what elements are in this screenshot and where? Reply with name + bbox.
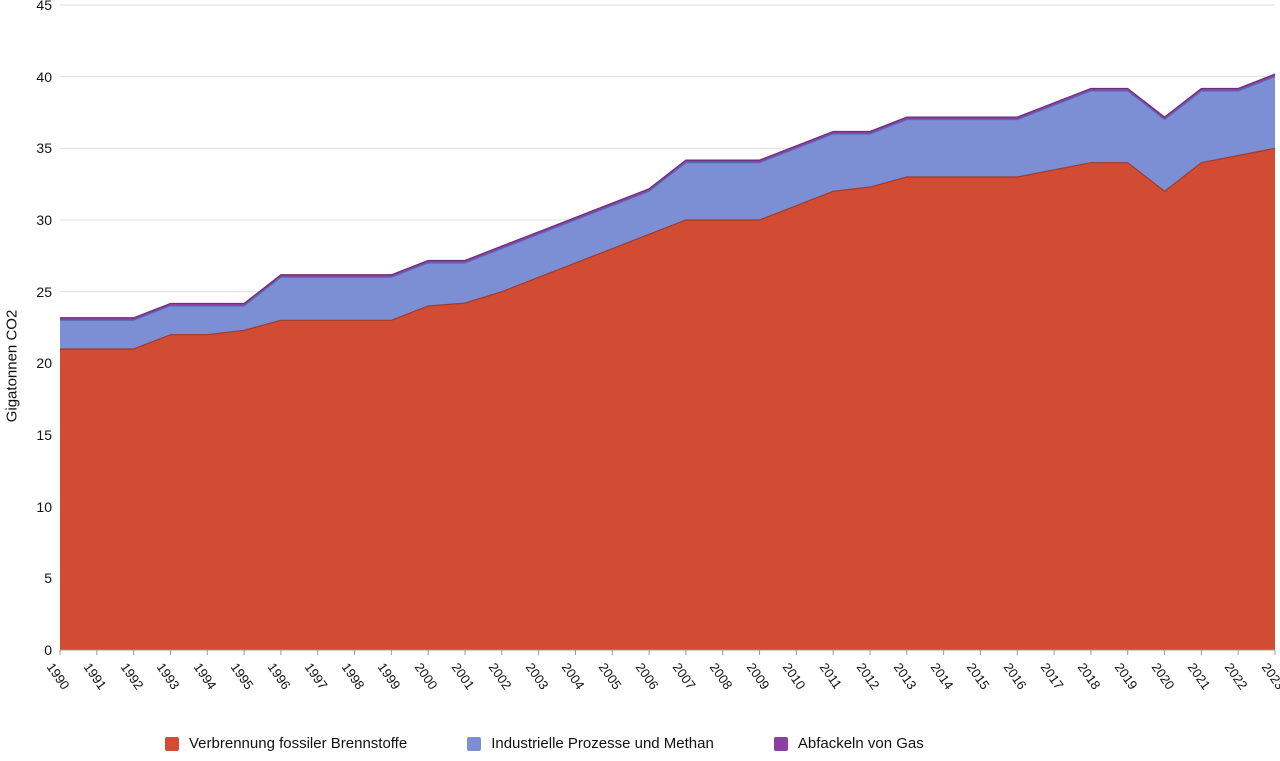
y-tick-label: 35 [36, 140, 52, 156]
y-tick-label: 40 [36, 69, 52, 85]
y-tick-label: 15 [36, 427, 52, 443]
legend-item-0: Verbrennung fossiler Brennstoffe [165, 735, 407, 752]
co2-emissions-stacked-area-chart: Gigatonnen CO2 051015202530354045 199019… [0, 0, 1280, 761]
legend-item-1: Industrielle Prozesse und Methan [467, 735, 714, 752]
legend-label: Abfackeln von Gas [798, 735, 924, 752]
y-tick-label: 25 [36, 284, 52, 300]
y-tick-label: 10 [36, 499, 52, 515]
y-tick-label: 30 [36, 212, 52, 228]
legend-swatch-icon [165, 737, 179, 751]
plot-area [0, 0, 1280, 761]
y-tick-label: 0 [44, 642, 52, 658]
legend-item-2: Abfackeln von Gas [774, 735, 924, 752]
legend-swatch-icon [774, 737, 788, 751]
legend-swatch-icon [467, 737, 481, 751]
y-tick-label: 5 [44, 570, 52, 586]
legend-label: Industrielle Prozesse und Methan [491, 735, 714, 752]
chart-legend: Verbrennung fossiler Brennstoffe Industri… [165, 735, 924, 752]
y-tick-label: 45 [36, 0, 52, 13]
y-tick-label: 20 [36, 355, 52, 371]
legend-label: Verbrennung fossiler Brennstoffe [189, 735, 407, 752]
